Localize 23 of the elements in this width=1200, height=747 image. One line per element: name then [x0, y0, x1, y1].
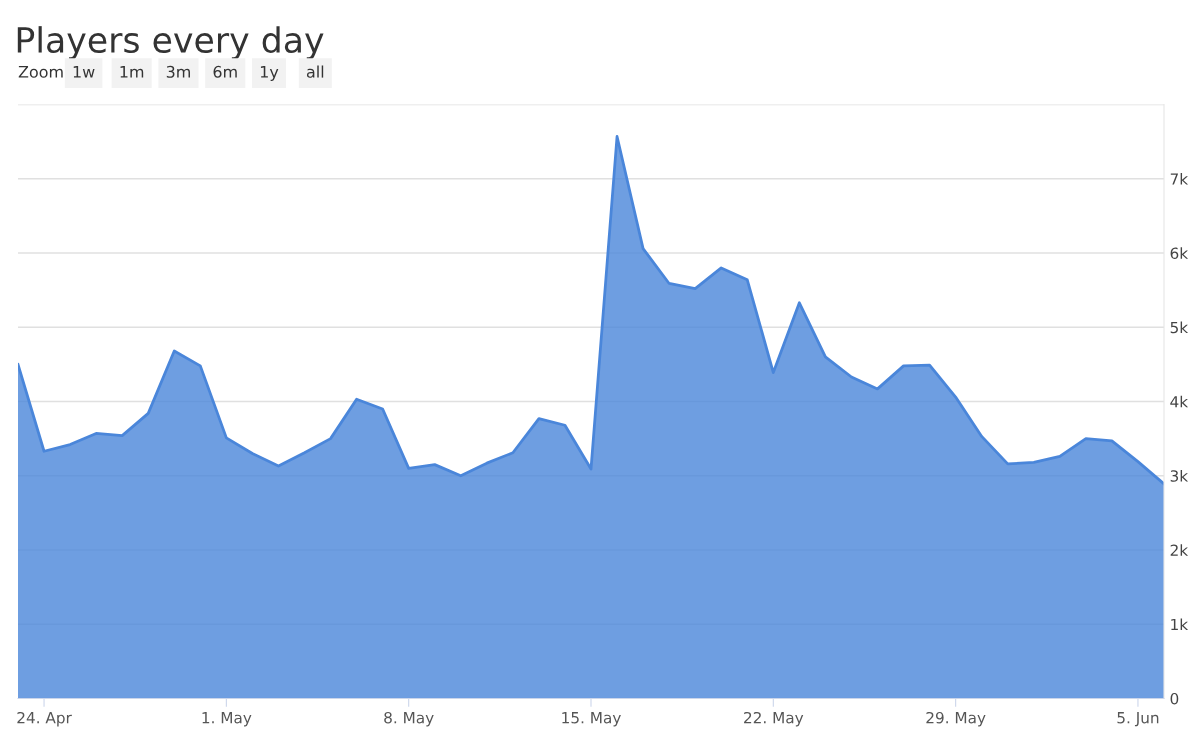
- y-tick-label: 3k: [1170, 469, 1189, 482]
- x-tick-label: 5. Jun: [1117, 712, 1159, 727]
- text: 3m: [166, 65, 190, 78]
- text: Zoom: [18, 65, 63, 78]
- chart-title: Players every day: [17, 26, 324, 60]
- text: 1y: [260, 65, 279, 81]
- y-tick-label: 1k: [1171, 618, 1189, 631]
- x-tick-label: 1. May: [202, 712, 252, 727]
- x-tick-label: 24. Apr: [17, 711, 72, 727]
- y-tick-label: 0: [1170, 692, 1179, 705]
- text: 1w: [73, 65, 95, 78]
- text: 6m: [213, 65, 237, 78]
- x-tick-label: 22. May: [744, 711, 804, 727]
- y-tick-label: 7k: [1170, 173, 1189, 185]
- y-tick-label: 4k: [1170, 395, 1189, 408]
- x-tick-label: 8. May: [384, 711, 434, 727]
- text: all: [306, 65, 324, 78]
- x-tick-label: 29. May: [926, 711, 986, 727]
- y-tick-label: 5k: [1170, 321, 1189, 334]
- y-tick-label: 6k: [1170, 247, 1189, 260]
- x-tick-label: 15. May: [562, 712, 621, 727]
- y-tick-label: 2k: [1170, 544, 1189, 556]
- text: 1m: [120, 65, 144, 78]
